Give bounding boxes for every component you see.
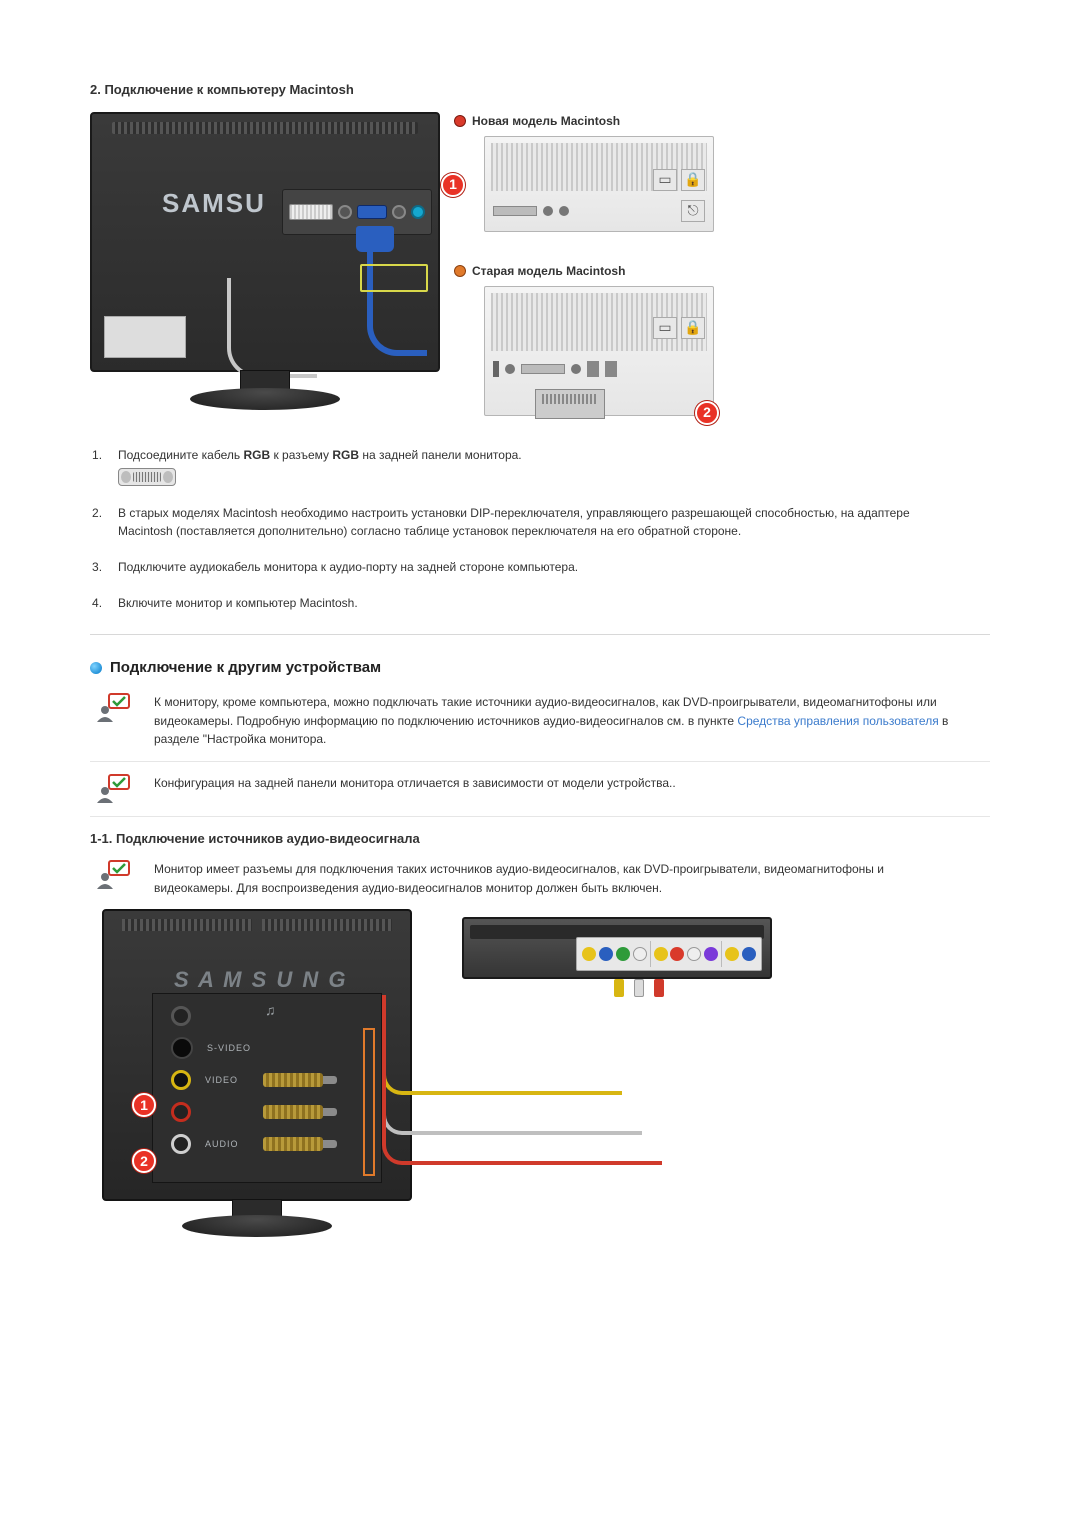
figure-macintosh-connection: SAMSU Новая модель Macintosh ▭ 🔒: [90, 112, 990, 416]
mac-display-icon: ▭: [653, 169, 677, 191]
callout-1: 1: [441, 173, 465, 197]
old-mac-text: Старая модель Macintosh: [472, 262, 625, 280]
mac-adapter-icon: [535, 389, 605, 419]
bullet-icon: [90, 662, 102, 674]
aux-cable-icon: [227, 278, 317, 378]
note-1: К монитору, кроме компьютера, можно подк…: [90, 693, 990, 749]
step-3: Подключите аудиокабель монитора к аудио-…: [118, 558, 990, 576]
rca-plug-icon: [263, 1073, 323, 1087]
step-2: В старых моделях Macintosh необходимо на…: [118, 504, 990, 540]
video-label: VIDEO: [205, 1074, 249, 1088]
new-mac-label: Новая модель Macintosh: [454, 112, 744, 130]
svideo-port-icon: [171, 1037, 193, 1059]
monitor2-illustration: S A M S U N G ♫ S-VIDEO VIDEO: [102, 909, 412, 1239]
new-mac-box: ▭ 🔒 ⎋ 1: [484, 136, 714, 232]
monitor-logo: SAMSU: [162, 184, 266, 223]
port-aux: [338, 205, 352, 219]
note-icon: [90, 774, 136, 804]
monitor2-av-panel: ♫ S-VIDEO VIDEO AUDIO: [152, 993, 382, 1183]
port-aux2: [392, 205, 406, 219]
new-mac-text: Новая модель Macintosh: [472, 112, 620, 130]
note-icon: [90, 693, 136, 749]
user-controls-link[interactable]: Средства управления пользователя: [737, 714, 938, 728]
note-icon: [90, 860, 136, 897]
section11-note-text: Монитор имеет разъемы для подключения та…: [154, 860, 950, 897]
jack-power: [171, 1006, 191, 1026]
old-mac-box: ▭ 🔒 2: [484, 286, 714, 416]
section11-title: 1-1. Подключение источников аудио-видеос…: [90, 829, 990, 849]
callout-2: 2: [695, 401, 719, 425]
divider-light: [90, 761, 990, 762]
section2-steps: Подсоедините кабель RGB к разъему RGB на…: [90, 446, 990, 612]
step-1: Подсоедините кабель RGB к разъему RGB на…: [118, 446, 990, 486]
audio-label: AUDIO: [205, 1138, 249, 1152]
orange-bullet-icon: [454, 265, 466, 277]
cable-red: [382, 995, 662, 1165]
av-device-illustration: [462, 917, 772, 979]
mac-display-icon: ▭: [653, 317, 677, 339]
vga-cable-icon: [367, 236, 427, 356]
figure-av-connection: S A M S U N G ♫ S-VIDEO VIDEO: [102, 909, 772, 1279]
spec-label-icon: [104, 316, 186, 358]
monitor-back-illustration: SAMSU: [90, 112, 440, 412]
mac-power-icon: ⎋: [681, 200, 705, 222]
highlight-box: [360, 264, 428, 292]
port-audio: [411, 205, 425, 219]
svideo-label: S-VIDEO: [207, 1042, 251, 1056]
divider-light: [90, 816, 990, 817]
av-jack-panel: [576, 937, 762, 971]
rgb-connector-icon: [118, 468, 176, 486]
other-devices-heading: Подключение к другим устройствам: [90, 657, 990, 680]
divider: [90, 634, 990, 635]
video-jack-icon: [171, 1070, 191, 1090]
headphone-icon: ♫: [265, 1000, 276, 1021]
section2-title: 2. Подключение к компьютеру Macintosh: [90, 80, 990, 100]
step-4: Включите монитор и компьютер Macintosh.: [118, 594, 990, 612]
section11-note: Монитор имеет разъемы для подключения та…: [90, 860, 990, 897]
port-dvi: [289, 204, 333, 220]
old-mac-label: Старая модель Macintosh: [454, 262, 744, 280]
monitor2-brand: S A M S U N G: [174, 963, 348, 996]
macintosh-panels: Новая модель Macintosh ▭ 🔒 ⎋ 1 Старая мо…: [454, 112, 744, 416]
other-devices-title: Подключение к другим устройствам: [110, 657, 381, 680]
mac-lock-icon: 🔒: [681, 169, 705, 191]
note2-text: Конфигурация на задней панели монитора о…: [154, 774, 950, 804]
red-bullet-icon: [454, 115, 466, 127]
mac-lock-icon: 🔒: [681, 317, 705, 339]
port-vga: [357, 205, 387, 219]
audio-r-jack-icon: [171, 1102, 191, 1122]
note-2: Конфигурация на задней панели монитора о…: [90, 774, 990, 804]
rca-plug-icon: [263, 1105, 323, 1119]
rca-plug-icon: [263, 1137, 323, 1151]
audio-l-jack-icon: [171, 1134, 191, 1154]
